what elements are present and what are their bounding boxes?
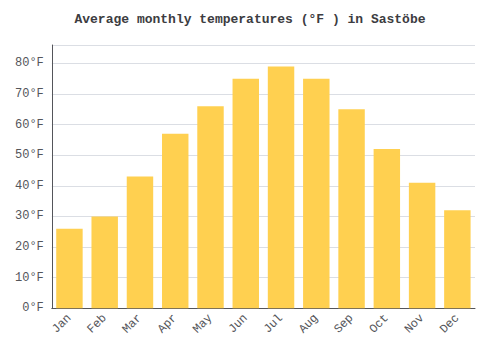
svg-text:Sep: Sep [331, 311, 356, 336]
svg-text:30°F: 30°F [15, 209, 44, 223]
svg-text:Oct: Oct [367, 311, 392, 336]
svg-text:0°F: 0°F [22, 301, 44, 315]
svg-text:Apr: Apr [155, 311, 180, 336]
svg-text:10°F: 10°F [15, 271, 44, 285]
svg-text:50°F: 50°F [15, 148, 44, 162]
svg-text:Nov: Nov [402, 311, 427, 336]
svg-text:Jun: Jun [226, 311, 251, 336]
svg-text:40°F: 40°F [15, 179, 44, 193]
svg-text:20°F: 20°F [15, 240, 44, 254]
svg-text:60°F: 60°F [15, 118, 44, 132]
svg-text:Jul: Jul [261, 311, 286, 336]
svg-text:Mar: Mar [120, 311, 145, 336]
svg-text:Feb: Feb [84, 311, 109, 336]
svg-text:70°F: 70°F [15, 87, 44, 101]
svg-text:Aug: Aug [296, 311, 321, 336]
svg-text:Dec: Dec [437, 311, 462, 336]
svg-text:80°F: 80°F [15, 56, 44, 70]
svg-text:May: May [190, 311, 215, 336]
svg-text:Average monthly temperatures (: Average monthly temperatures (°F ) in Sa… [74, 12, 425, 27]
svg-text:Jan: Jan [49, 311, 74, 336]
